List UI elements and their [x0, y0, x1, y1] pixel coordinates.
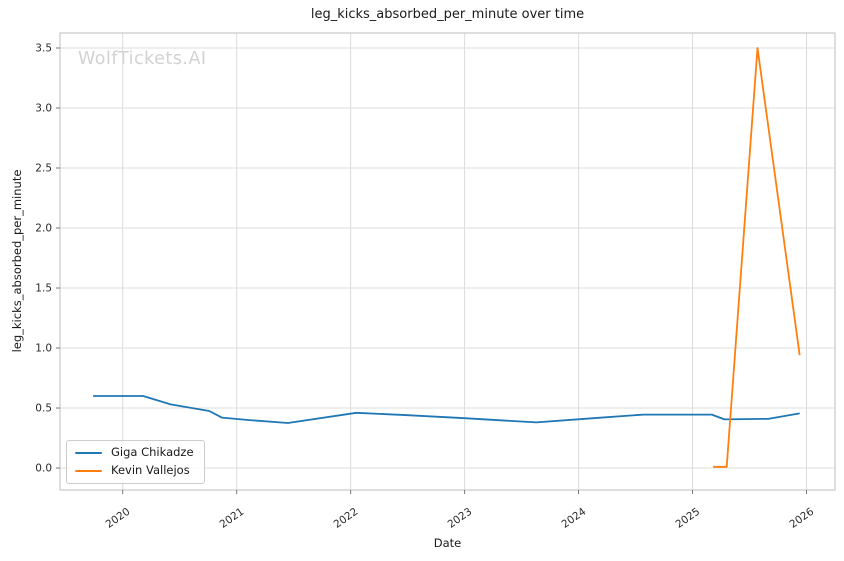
y-tick-label: 3.0	[35, 103, 52, 115]
y-tick-label: 1.5	[35, 283, 52, 295]
watermark: WolfTickets.AI	[78, 49, 207, 69]
y-tick-label: 0.5	[35, 403, 52, 415]
y-tick-label: 3.5	[35, 43, 52, 55]
chart-title: leg_kicks_absorbed_per_minute over time	[310, 7, 585, 22]
x-tick-label: 2021	[218, 506, 247, 531]
y-tick-label: 2.0	[35, 223, 52, 235]
y-tick-label: 2.5	[35, 163, 52, 175]
x-tick-label: 2026	[787, 505, 816, 530]
x-tick-label: 2025	[673, 506, 702, 531]
y-axis-label: leg_kicks_absorbed_per_minute	[10, 169, 24, 353]
legend-line-swatch-blue	[75, 451, 102, 454]
legend: Giga Chikadze Kevin Vallejos	[66, 440, 205, 484]
x-tick-label: 2020	[104, 506, 133, 531]
series-line-giga-chikadze	[93, 395, 800, 424]
legend-label: Kevin Vallejos	[111, 463, 190, 477]
legend-item-giga-chikadze: Giga Chikadze	[75, 446, 194, 459]
y-tick-label: 1.0	[35, 343, 52, 355]
series-line-kevin-vallejos	[713, 47, 801, 468]
x-axis-label: Date	[433, 536, 462, 550]
y-tick-label: 0.0	[35, 463, 52, 475]
x-tick-label: 2024	[560, 505, 589, 530]
legend-line-swatch-orange	[75, 469, 102, 472]
legend-item-kevin-vallejos: Kevin Vallejos	[75, 464, 194, 477]
plot-border	[59, 32, 836, 491]
x-tick-label: 2023	[446, 506, 475, 531]
legend-label: Giga Chikadze	[111, 445, 194, 459]
x-tick-label: 2022	[332, 506, 361, 531]
